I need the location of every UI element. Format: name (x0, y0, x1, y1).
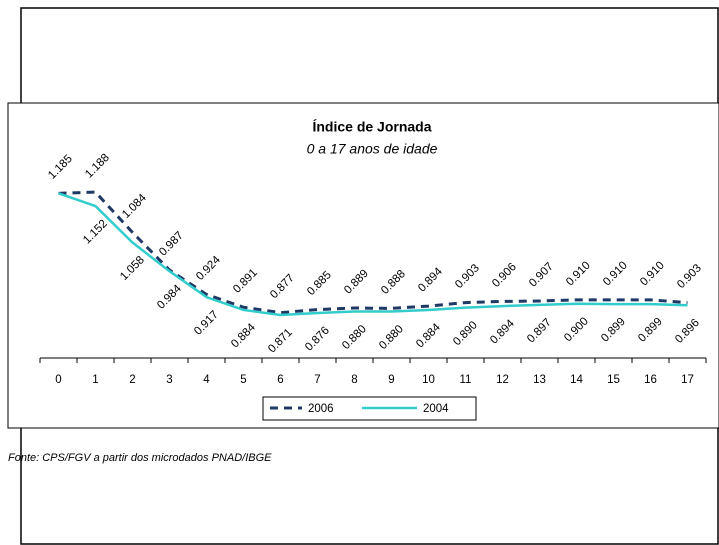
legend-label: 2006 (308, 403, 334, 415)
chart-subtitle: 0 a 17 anos de idade (307, 141, 438, 157)
source-note: Fonte: CPS/FGV a partir dos microdados P… (8, 452, 272, 464)
x-tick-label: 17 (681, 374, 694, 386)
chart-title: Índice de Jornada (312, 119, 431, 135)
chart-frame (7, 102, 719, 429)
x-tick-label: 5 (240, 374, 246, 386)
x-tick-label: 15 (607, 374, 620, 386)
x-tick-label: 16 (644, 374, 657, 386)
x-tick-label: 4 (203, 374, 210, 386)
x-tick-label: 8 (351, 374, 357, 386)
x-tick-label: 14 (570, 374, 583, 386)
x-tick-label: 9 (388, 374, 394, 386)
x-tick-label: 7 (314, 374, 320, 386)
x-tick-label: 13 (533, 374, 546, 386)
legend-label: 2004 (423, 403, 449, 415)
x-tick-label: 2 (129, 374, 135, 386)
x-tick-label: 12 (496, 374, 509, 386)
series-line (58, 190, 688, 315)
x-tick-label: 11 (460, 374, 472, 386)
series-line (58, 192, 688, 317)
x-tick-label: 1 (92, 374, 98, 386)
x-tick-label: 0 (55, 374, 61, 386)
x-tick-label: 3 (166, 374, 172, 386)
x-tick-label: 6 (277, 374, 283, 386)
x-tick-label: 10 (422, 374, 435, 386)
